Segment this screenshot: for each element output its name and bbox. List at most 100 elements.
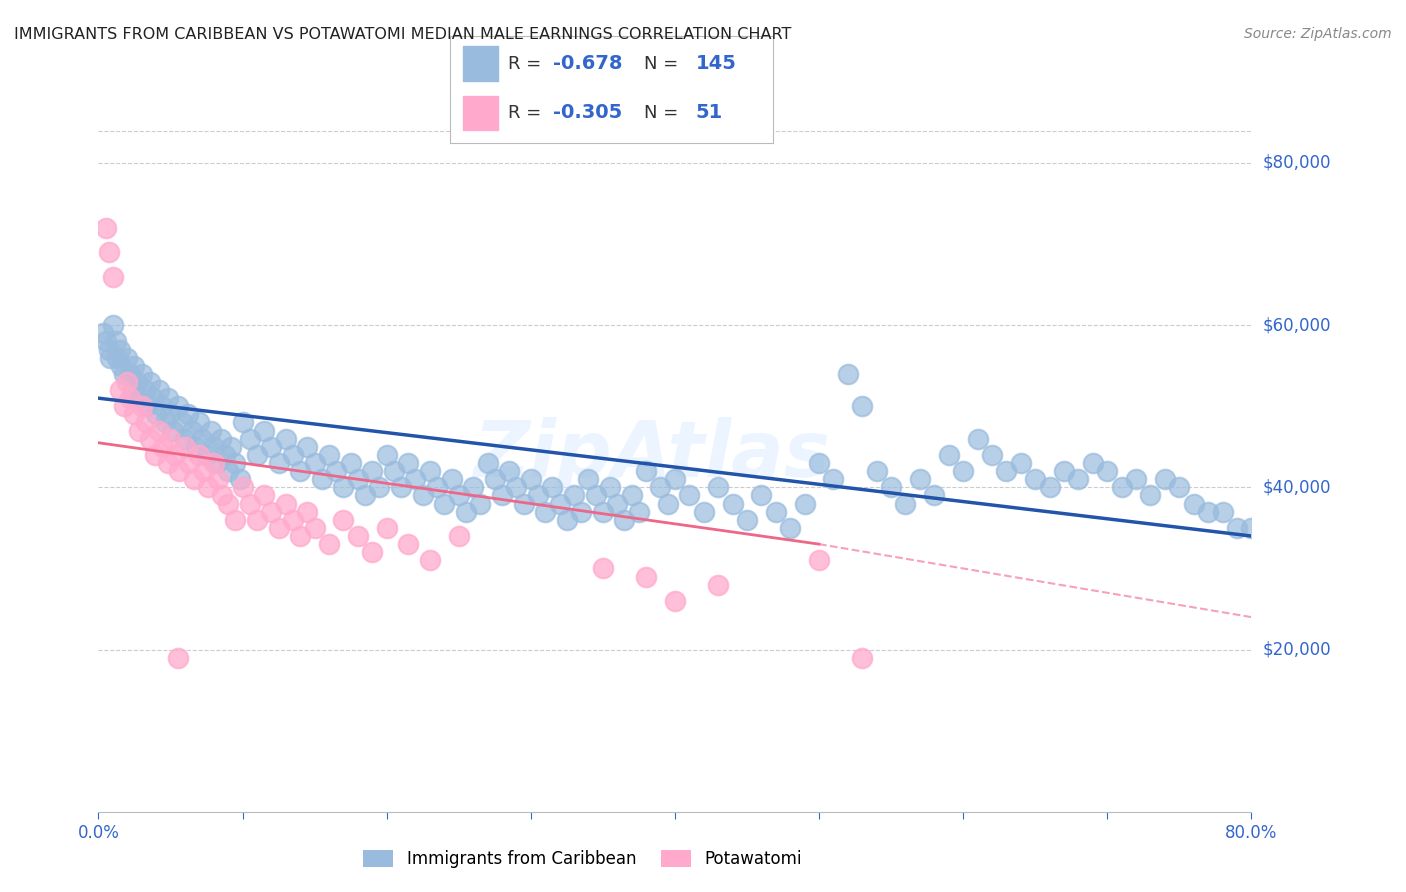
Text: $20,000: $20,000 xyxy=(1263,640,1331,658)
Point xyxy=(952,464,974,478)
Point xyxy=(894,497,917,511)
Point xyxy=(807,456,830,470)
Point xyxy=(253,424,276,438)
Point xyxy=(108,383,131,397)
Point xyxy=(880,480,903,494)
Point xyxy=(382,464,405,478)
Point xyxy=(966,432,988,446)
Point xyxy=(188,416,211,430)
Point xyxy=(311,472,333,486)
Point xyxy=(139,375,162,389)
Point xyxy=(470,497,492,511)
Point xyxy=(664,594,686,608)
Point xyxy=(1182,497,1205,511)
FancyBboxPatch shape xyxy=(463,46,499,80)
Point xyxy=(823,472,845,486)
Point xyxy=(807,553,830,567)
Point xyxy=(104,334,127,349)
Point xyxy=(1053,464,1076,478)
Point xyxy=(174,440,197,454)
Point xyxy=(207,472,229,486)
Text: $60,000: $60,000 xyxy=(1263,316,1331,334)
Point xyxy=(191,432,214,446)
Point xyxy=(219,440,242,454)
Point xyxy=(166,399,188,413)
Point xyxy=(120,391,142,405)
Point xyxy=(117,351,138,365)
Point xyxy=(693,505,716,519)
Point xyxy=(297,440,319,454)
Point xyxy=(304,456,326,470)
Point xyxy=(412,488,434,502)
Point xyxy=(97,343,120,357)
Point xyxy=(613,513,636,527)
Point xyxy=(837,367,859,381)
Point xyxy=(159,408,181,422)
Point xyxy=(851,650,873,665)
Point xyxy=(562,488,585,502)
Point xyxy=(765,505,787,519)
Point xyxy=(520,472,543,486)
Point xyxy=(143,448,166,462)
Point xyxy=(101,318,124,333)
Point xyxy=(253,488,276,502)
Point xyxy=(94,334,117,349)
Point xyxy=(224,456,246,470)
Point xyxy=(636,569,658,583)
Point xyxy=(122,383,145,397)
Point xyxy=(304,521,326,535)
Point xyxy=(156,456,179,470)
Point xyxy=(938,448,960,462)
Point xyxy=(108,343,131,357)
Point xyxy=(555,513,578,527)
Point xyxy=(426,480,449,494)
Point xyxy=(195,448,218,462)
Point xyxy=(498,464,520,478)
Point xyxy=(179,456,201,470)
Point xyxy=(512,497,534,511)
Point xyxy=(117,375,138,389)
Point xyxy=(228,472,250,486)
Point xyxy=(174,432,197,446)
Point xyxy=(1010,456,1032,470)
Point xyxy=(183,472,205,486)
Point xyxy=(105,351,128,365)
Point xyxy=(1240,521,1263,535)
Point xyxy=(346,472,368,486)
Point xyxy=(361,464,384,478)
Point xyxy=(124,359,146,373)
Point xyxy=(541,480,564,494)
Point xyxy=(246,448,269,462)
Point xyxy=(396,537,419,551)
Point xyxy=(361,545,384,559)
Point xyxy=(585,488,607,502)
Point xyxy=(866,464,889,478)
Point xyxy=(477,456,499,470)
Point xyxy=(153,416,176,430)
Point xyxy=(1153,472,1175,486)
Point xyxy=(205,456,228,470)
Point xyxy=(170,416,193,430)
Text: 51: 51 xyxy=(696,103,723,122)
Point xyxy=(332,513,354,527)
Point xyxy=(162,424,184,438)
Point xyxy=(1097,464,1119,478)
Point xyxy=(664,472,686,486)
Point xyxy=(274,432,297,446)
Point xyxy=(177,408,200,422)
Point xyxy=(188,448,211,462)
Point xyxy=(447,529,470,543)
Point xyxy=(186,440,208,454)
Text: ZipAtlas: ZipAtlas xyxy=(474,417,831,493)
Point xyxy=(908,472,931,486)
Point xyxy=(112,367,135,381)
Point xyxy=(290,529,312,543)
Point xyxy=(145,408,167,422)
Point xyxy=(751,488,773,502)
Point xyxy=(200,424,222,438)
Point xyxy=(599,480,621,494)
Point xyxy=(389,480,412,494)
Point xyxy=(202,440,225,454)
Point xyxy=(267,521,290,535)
Text: -0.305: -0.305 xyxy=(554,103,623,122)
